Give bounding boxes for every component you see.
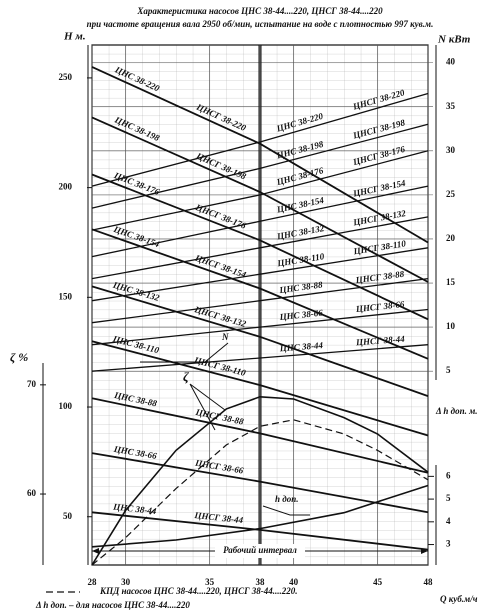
head-curve (91, 511, 429, 551)
efficiency-curve (91, 395, 429, 566)
y-tick-label: 200 (59, 182, 73, 192)
head-curve (91, 452, 429, 514)
curve-label: ЦНС 38-44 (112, 501, 158, 516)
curve-label: ЦНСГ 38-44 (355, 334, 406, 348)
npsh-curve (91, 484, 429, 548)
chart-subtitle: при частоте вращения вала 2950 об/мин, и… (87, 19, 434, 29)
leader (189, 383, 226, 431)
x-axis-label: Q куб.м/ч (440, 594, 478, 604)
y2-tick-label: 40 (446, 57, 456, 67)
dh-tick-label: 3 (446, 539, 451, 549)
head-curve (91, 340, 429, 437)
x-tick-label: 48 (424, 577, 434, 587)
chart-title: Характеристика насосов ЦНС 38-44....220,… (136, 6, 383, 16)
power-curve (91, 344, 429, 372)
x-tick-label: 28 (88, 577, 98, 587)
leader (140, 342, 229, 363)
y2-tick-label: 30 (446, 145, 456, 155)
curve-label: ЦНС 38-44 (278, 340, 323, 353)
power-curve (91, 185, 429, 258)
x-tick-label: 45 (373, 577, 383, 587)
y2-tick-label: 10 (446, 321, 456, 331)
power-curve (91, 123, 429, 209)
working-range-label: Рабочий интервал (223, 545, 297, 555)
head-curve (91, 66, 429, 244)
head-curve (91, 285, 429, 397)
y-tick-label: 150 (59, 291, 73, 301)
power-curve (91, 247, 429, 302)
dh-tick-label: 6 (446, 470, 451, 480)
dh-tick-label: 4 (446, 516, 451, 526)
legend-text: КПД насосов ЦНС 38-44....220, ЦНСГ 38-44… (99, 586, 298, 596)
x-tick-label: 38 (256, 577, 266, 587)
dh-tick-label: 5 (446, 493, 451, 503)
leader (262, 505, 310, 516)
y2-tick-label: 20 (446, 233, 456, 243)
x-tick-label: 30 (121, 577, 131, 587)
efficiency-curve-dashed (91, 419, 429, 566)
power-curve (91, 277, 429, 324)
power-curve (91, 92, 429, 187)
curve-label: ЦНС 38-66 (278, 308, 324, 323)
power-curve (91, 150, 429, 231)
x-tick-label: 35 (205, 577, 215, 587)
label-bg (215, 544, 305, 558)
power-label: N (221, 332, 229, 342)
y-tick-label: 50 (63, 511, 73, 521)
y-tick-label: 100 (59, 401, 73, 411)
head-curve (91, 228, 429, 360)
y2-tick-label: 25 (446, 189, 456, 199)
eta-axis-label: ζ % (10, 350, 28, 364)
eta-tick-label: 70 (27, 379, 37, 389)
eta-tick-label: 60 (27, 488, 37, 498)
eta-curve-label: ζ (183, 369, 190, 384)
y2-tick-label: 15 (446, 277, 456, 287)
y2-axis-label: N кВт (437, 34, 471, 46)
power-curve (91, 308, 429, 346)
head-curve (91, 173, 429, 321)
head-curve (91, 116, 429, 283)
y2-tick-label: 5 (446, 365, 451, 375)
head-curve (91, 397, 429, 474)
y2-tick-label: 35 (446, 101, 456, 111)
x-tick-label: 40 (289, 577, 299, 587)
power-curve (91, 216, 429, 280)
y-tick-label: 250 (59, 72, 73, 82)
dh-axis-label: Δ h доп. м. (435, 406, 478, 416)
npsh-label: h доп. (275, 494, 298, 504)
legend-text: Δ h доп. – для насосов ЦНС 38-44....220 (35, 600, 190, 610)
y-axis-label: H м. (63, 31, 86, 43)
